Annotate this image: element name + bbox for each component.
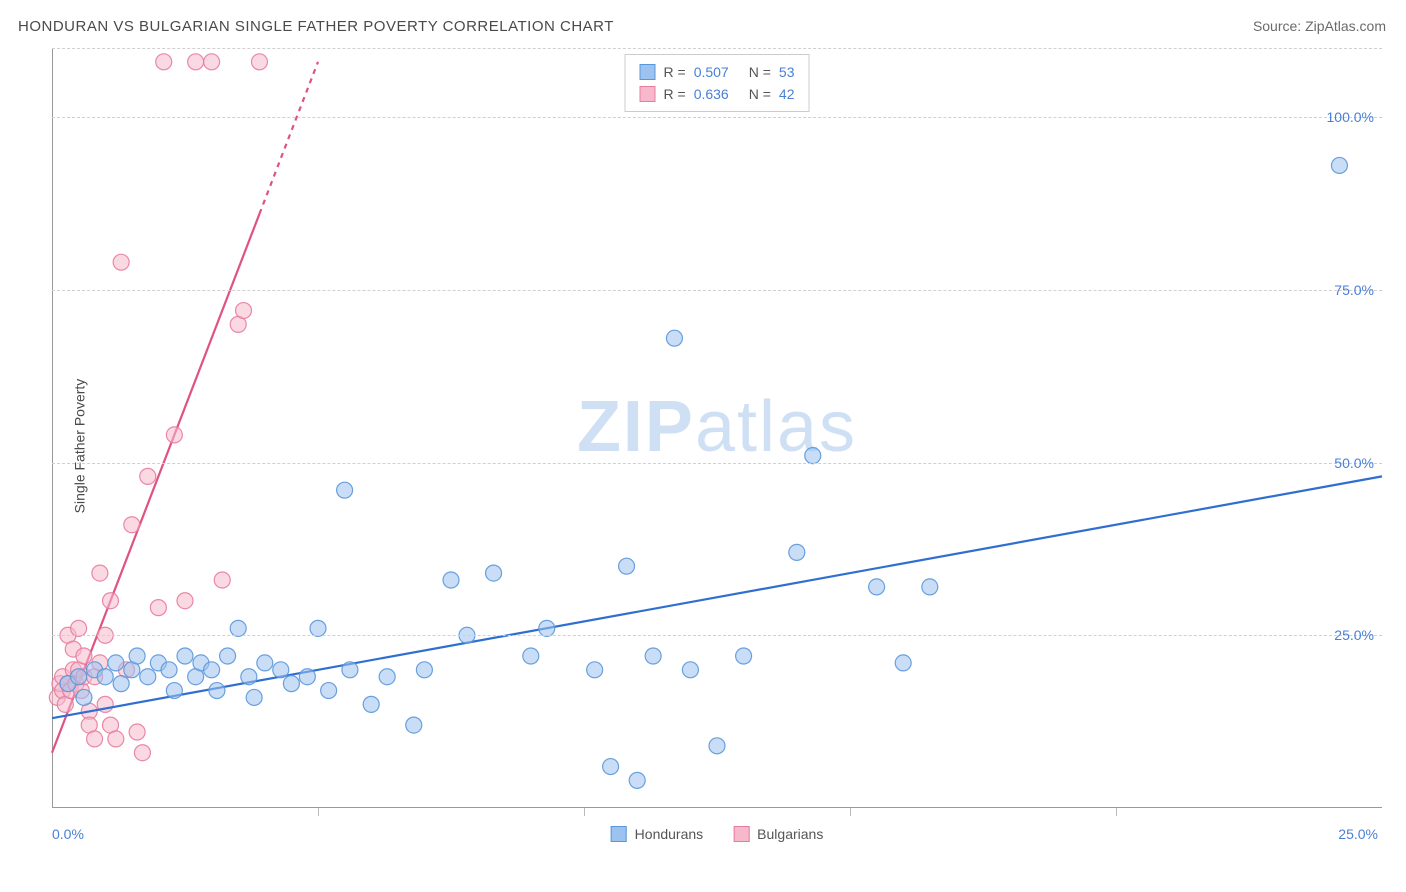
n-value-hondurans: 53 xyxy=(779,61,795,83)
swatch-hondurans-bottom xyxy=(611,826,627,842)
x-tick xyxy=(584,808,585,816)
series-legend: Hondurans Bulgarians xyxy=(611,826,824,842)
y-tick-label: 100.0% xyxy=(1327,109,1374,125)
grid-line xyxy=(52,117,1382,118)
legend-label-hondurans: Hondurans xyxy=(635,826,704,842)
grid-line xyxy=(52,463,1382,464)
chart-title: HONDURAN VS BULGARIAN SINGLE FATHER POVE… xyxy=(18,18,614,35)
x-tick xyxy=(1116,808,1117,816)
y-tick-label: 75.0% xyxy=(1334,282,1374,298)
x-tick-label: 0.0% xyxy=(52,826,84,842)
source-prefix: Source: xyxy=(1253,18,1305,34)
r-value-bulgarians: 0.636 xyxy=(694,83,729,105)
grid-line xyxy=(52,48,1382,49)
chart-svg xyxy=(52,48,1382,838)
grid-line xyxy=(52,290,1382,291)
grid-line xyxy=(52,635,1382,636)
x-tick xyxy=(318,808,319,816)
swatch-bulgarians-bottom xyxy=(733,826,749,842)
correlation-legend: R = 0.507 N = 53 R = 0.636 N = 42 xyxy=(625,54,810,112)
legend-label-bulgarians: Bulgarians xyxy=(757,826,823,842)
n-label: N = xyxy=(749,61,771,83)
swatch-bulgarians xyxy=(640,86,656,102)
y-tick-label: 25.0% xyxy=(1334,627,1374,643)
r-label: R = xyxy=(664,83,686,105)
legend-row-bulgarians: R = 0.636 N = 42 xyxy=(640,83,795,105)
plot-area: ZIPatlas R = 0.507 N = 53 R = 0.636 N = … xyxy=(52,48,1382,838)
legend-item-hondurans: Hondurans xyxy=(611,826,704,842)
swatch-hondurans xyxy=(640,64,656,80)
y-tick-label: 50.0% xyxy=(1334,455,1374,471)
r-value-hondurans: 0.507 xyxy=(694,61,729,83)
legend-item-bulgarians: Bulgarians xyxy=(733,826,823,842)
r-label: R = xyxy=(664,61,686,83)
n-label: N = xyxy=(749,83,771,105)
legend-row-hondurans: R = 0.507 N = 53 xyxy=(640,61,795,83)
chart-container: HONDURAN VS BULGARIAN SINGLE FATHER POVE… xyxy=(0,0,1406,892)
source-attribution: Source: ZipAtlas.com xyxy=(1253,18,1386,34)
x-tick-label: 25.0% xyxy=(1338,826,1378,842)
source-link[interactable]: ZipAtlas.com xyxy=(1305,18,1386,34)
x-tick xyxy=(850,808,851,816)
n-value-bulgarians: 42 xyxy=(779,83,795,105)
